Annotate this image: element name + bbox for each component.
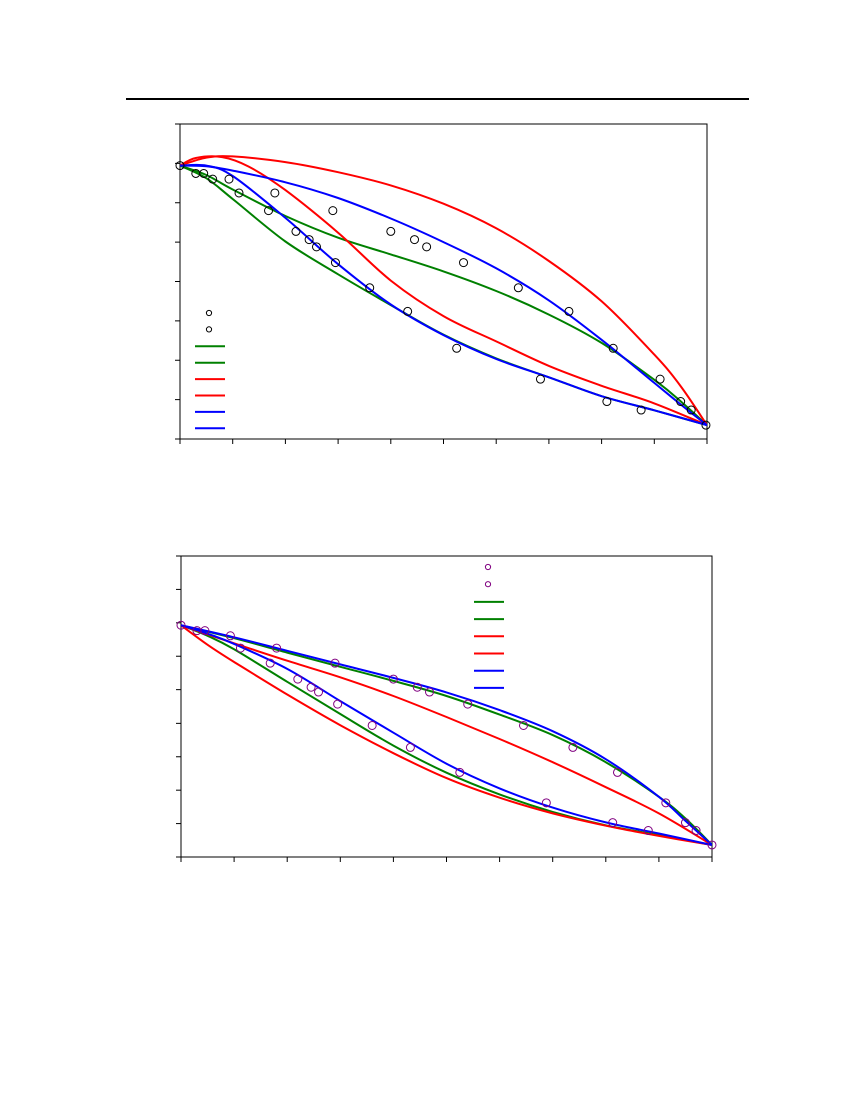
series-lines [181,624,712,846]
data-point [176,620,186,630]
data-point [208,174,218,184]
data-point [513,283,523,293]
data-point [612,767,622,777]
data-point [676,397,686,407]
series-line-2 [181,624,712,846]
data-point [403,306,413,316]
data-point [564,306,574,316]
data-point [333,699,343,709]
data-point [224,174,234,184]
series-line-5 [180,164,707,426]
legend-marker-2 [205,326,213,333]
data-point [602,397,612,407]
series-line-1 [181,624,712,846]
data-point [691,826,701,836]
series-lines [180,155,707,427]
data-point [568,742,578,752]
data-point [388,674,398,684]
data-point [328,206,338,216]
legend-marker-2 [484,581,492,588]
data-point [425,687,435,697]
data-point [707,840,717,850]
data-point [459,258,469,268]
data-point [264,206,274,216]
data-point [311,242,321,252]
data-point [686,405,696,415]
data-point [412,682,422,692]
data-point [422,242,432,252]
data-point [314,687,324,697]
data-point [365,283,375,293]
data-point [541,798,551,808]
data-point [330,258,340,268]
data-point [270,188,280,198]
data-point [405,742,415,752]
data-point [175,161,185,171]
data-point [410,235,420,245]
data-point [636,405,646,415]
data-point [452,343,462,353]
data-point [225,631,235,641]
data-point [535,374,545,384]
data-point [518,720,528,730]
data-point [367,720,377,730]
data-point [386,226,396,236]
data-point [655,374,665,384]
legend-marker-1 [205,309,213,317]
series-line-6 [181,624,712,846]
data-point [272,643,282,653]
data-point [265,658,275,668]
data-point [306,682,316,692]
data-point [200,626,210,636]
legend [474,563,504,689]
data-point [608,818,618,828]
data-point [455,767,465,777]
series-line-4 [180,155,707,427]
data-point [235,643,245,653]
data-point [680,818,690,828]
data-point [643,826,653,836]
data-point [199,168,209,178]
data-point [661,798,671,808]
legend-marker-1 [484,563,492,571]
data-point [304,235,314,245]
data-point [330,658,340,668]
series-line-5 [181,624,712,846]
series-line-3 [180,155,707,426]
series-line-3 [181,624,712,846]
data-point [234,188,244,198]
series-line-1 [180,164,707,426]
series-line-4 [181,624,712,846]
data-point [293,674,303,684]
data-point [291,226,301,236]
data-point [608,343,618,353]
legend [195,309,225,430]
plot-frame [180,555,713,858]
header-rule [126,98,749,100]
data-point [701,420,711,430]
data-point [463,699,473,709]
